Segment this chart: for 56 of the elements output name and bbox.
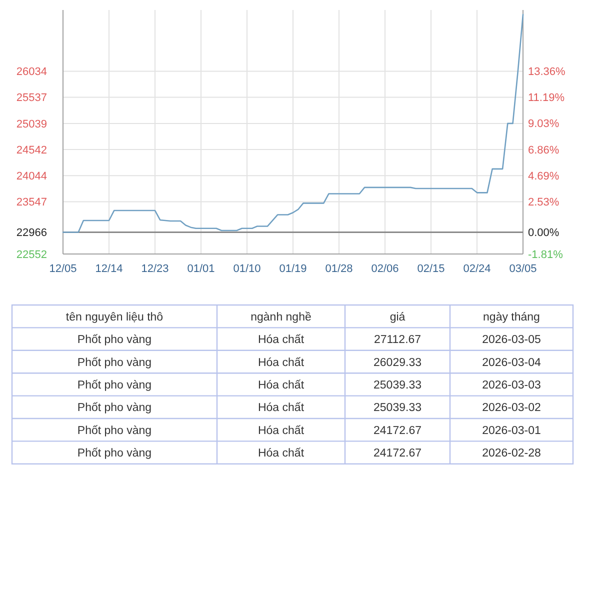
text: Hóa chất: [258, 402, 304, 414]
y2-tick-label: 0.00%: [528, 227, 560, 240]
x-tick-label: 02/15: [417, 263, 445, 275]
text: 24172.67: [374, 424, 422, 437]
y-tick-label: 22966: [16, 227, 47, 240]
x-tick-label: 02/06: [371, 263, 399, 275]
x-tick-label: 12/14: [95, 263, 123, 275]
text: 2026-03-01: [482, 424, 541, 437]
y2-tick-label: 9.03%: [528, 118, 560, 130]
text: 24172.67: [374, 448, 422, 460]
text: 2026-03-02: [482, 402, 541, 414]
y-tick-label: 26034: [16, 66, 47, 78]
text: Hóa chất: [258, 424, 304, 437]
text: 25039.33: [374, 402, 422, 414]
category-label: ngày tháng: [483, 311, 540, 324]
text: 2026-03-04: [482, 356, 541, 369]
y-tick-label: 23547: [16, 196, 47, 209]
y-tick-label: 24542: [16, 144, 47, 156]
x-tick-label: 12/23: [141, 263, 169, 275]
x-tick-label: 01/28: [325, 263, 353, 275]
y-tick-label: 25537: [16, 92, 47, 104]
y2-tick-label: 13.36%: [528, 66, 566, 78]
y2-tick-label: 4.69%: [528, 170, 560, 183]
y2-tick-label: 6.86%: [528, 144, 560, 156]
text: Phốt pho vàng: [77, 334, 152, 346]
x-tick-label: 02/24: [463, 263, 491, 275]
text: Phốt pho vàng: [77, 424, 152, 437]
text: Hóa chất: [258, 356, 304, 369]
category-label: giá: [390, 311, 406, 324]
y-tick-label: 22552: [16, 248, 47, 261]
text: 27112.67: [374, 334, 422, 346]
y-tick-label: 25039: [16, 118, 47, 130]
text: Hóa chất: [258, 379, 304, 392]
y2-tick-label: 11.19%: [528, 92, 565, 104]
text: Phốt pho vàng: [77, 356, 152, 369]
text: 2026-03-03: [482, 379, 541, 392]
line-series: [62, 14, 524, 233]
x-tick-label: 01/01: [187, 263, 215, 275]
text: Hóa chất: [258, 448, 304, 460]
text: Hóa chất: [258, 334, 304, 346]
text: Phốt pho vàng: [77, 402, 152, 414]
x-tick-label: 01/19: [279, 263, 307, 275]
text: Phốt pho vàng: [77, 448, 152, 460]
y2-tick-label: 2.53%: [528, 196, 560, 209]
text: Phốt pho vàng: [77, 379, 152, 392]
text: 26029.33: [374, 356, 422, 369]
y2-tick-label: -1.81%: [528, 248, 564, 261]
x-tick-label: 03/05: [509, 263, 537, 275]
category-label: tên nguyên liệu thô: [66, 311, 164, 324]
category-label: ngành nghề: [250, 311, 312, 324]
x-tick-label: 12/05: [49, 263, 77, 275]
x-tick-label: 01/10: [233, 263, 261, 275]
text: 25039.33: [374, 379, 422, 392]
y-tick-label: 24044: [16, 170, 47, 183]
text: 2026-02-28: [482, 448, 541, 460]
text: 2026-03-05: [482, 334, 541, 346]
